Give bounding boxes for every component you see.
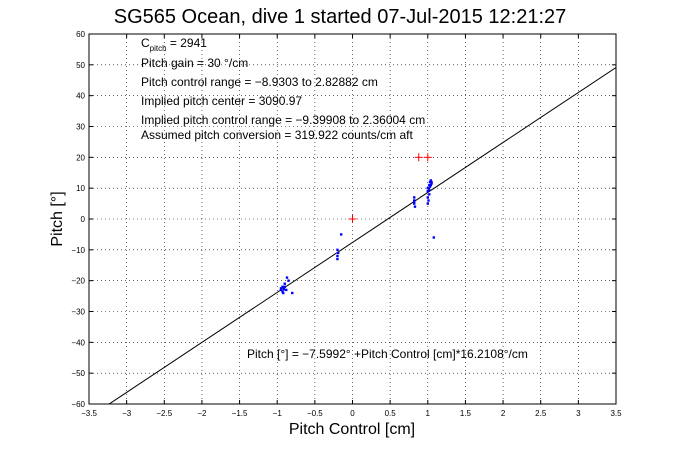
fit-line-group (108, 67, 616, 404)
x-tick-label: 3.5 (610, 409, 622, 418)
blue-data-point (428, 180, 432, 184)
blue-data-point (285, 276, 289, 279)
blue-data-point (291, 291, 294, 295)
blue-data-point (340, 233, 343, 236)
x-tick-label: 1.5 (460, 409, 472, 418)
blue-data-point (279, 287, 283, 290)
y-tick-label: 10 (76, 184, 85, 193)
annotation-cpitch-sub: pitch (150, 44, 167, 53)
blue-data-point (413, 200, 416, 204)
x-axis-ticks: −3.5 −3 −2.5 −2 −1.5 −1 −0.5 0 0.5 1 1.5 2 2.5 3 3.5 (81, 34, 622, 418)
blue-data-point (430, 180, 433, 184)
blue-data-point (282, 288, 286, 291)
blue-data-point (413, 199, 416, 202)
blue-data-point (336, 248, 339, 252)
annotation-control-range: Pitch control range = −8.9303 to 2.82882… (141, 75, 378, 89)
blue-data-point (336, 257, 339, 261)
annotation-conversion: Assumed pitch conversion = 319.922 count… (141, 128, 413, 142)
red-plus-marker (414, 153, 423, 162)
blue-data-point (413, 196, 416, 199)
annotation-cpitch-prefix: C (141, 36, 150, 50)
fit-line (108, 67, 616, 404)
blue-data-point (426, 202, 429, 205)
y-tick-label: 20 (76, 153, 85, 162)
blue-data-point (427, 199, 430, 202)
blue-data-point (336, 251, 340, 255)
red-plus-marker (348, 215, 357, 223)
y-axis-label: Pitch [°] (49, 191, 66, 246)
x-tick-label: 2 (501, 409, 506, 418)
y-tick-label: 0 (81, 215, 86, 224)
x-tick-label: 2.5 (535, 409, 547, 418)
red-plus-marker (423, 153, 432, 162)
x-axis-label: Pitch Control [cm] (289, 421, 415, 438)
blue-data-point (413, 202, 416, 205)
blue-data-point (336, 254, 339, 258)
x-tick-label: −2 (197, 409, 207, 418)
fit-equation: Pitch [°] = −7.5992° +Pitch Control [cm]… (247, 347, 528, 361)
blue-data-point (283, 282, 286, 285)
annotation-block: Cpitch = 2941 Pitch gain = 30 °/cm Pitch… (141, 36, 425, 142)
y-tick-label: −40 (71, 338, 85, 347)
annotation-cpitch-value: = 2941 (167, 36, 208, 50)
blue-data-point (428, 193, 431, 196)
x-tick-label: 1 (426, 409, 431, 418)
blue-data-point (426, 190, 429, 193)
chart-title: SG565 Ocean, dive 1 started 07-Jul-2015 … (114, 6, 567, 28)
x-tick-label: 0.5 (385, 409, 397, 418)
annotation-implied-center: Implied pitch center = 3090.97 (141, 94, 302, 108)
y-tick-label: −10 (71, 246, 85, 255)
data-points (279, 153, 436, 295)
y-tick-label: −50 (71, 369, 85, 378)
x-tick-label: −3.5 (81, 409, 97, 418)
y-tick-label: 30 (76, 123, 85, 132)
blue-data-point (430, 182, 433, 185)
annotation-implied-range: Implied pitch control range = −9.39908 t… (141, 113, 425, 127)
blue-data-point (287, 279, 290, 282)
x-tick-label: 3 (576, 409, 581, 418)
blue-data-point (428, 183, 431, 187)
x-tick-label: 0 (350, 409, 355, 418)
blue-data-point (426, 196, 429, 199)
blue-data-point (279, 288, 283, 292)
blue-data-point (428, 188, 431, 191)
y-tick-label: −60 (71, 400, 85, 409)
blue-data-point (281, 290, 284, 293)
blue-data-point (432, 236, 436, 239)
blue-data-point (429, 183, 432, 187)
y-tick-label: 40 (76, 92, 85, 101)
y-axis-ticks: −60 −50 −40 −30 −20 −10 0 10 20 30 40 50 60 (71, 30, 616, 409)
y-tick-label: −20 (71, 277, 85, 286)
blue-data-point (413, 205, 417, 208)
blue-data-point (281, 285, 284, 289)
x-tick-label: −3 (122, 409, 132, 418)
y-tick-label: 60 (76, 30, 85, 39)
blue-data-point (285, 288, 288, 292)
annotation-pitch-gain: Pitch gain = 30 °/cm (141, 56, 248, 70)
x-tick-label: −1 (273, 409, 283, 418)
blue-data-point (429, 179, 432, 182)
blue-data-point (282, 291, 285, 295)
x-tick-label: −0.5 (307, 409, 323, 418)
annotation-cpitch: Cpitch = 2941 (141, 36, 207, 53)
blue-data-point (426, 186, 429, 190)
blue-data-point (283, 285, 286, 289)
y-tick-label: −30 (71, 308, 85, 317)
x-tick-label: −2.5 (156, 409, 172, 418)
x-tick-label: −1.5 (232, 409, 248, 418)
blue-data-point (428, 185, 432, 188)
y-tick-label: 50 (76, 61, 85, 70)
